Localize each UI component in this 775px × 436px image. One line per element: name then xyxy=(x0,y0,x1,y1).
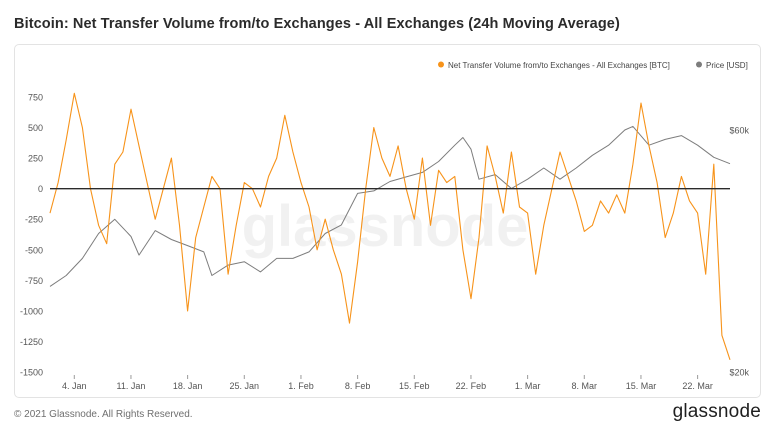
y-tick-label: -750 xyxy=(25,276,43,286)
legend-label-price[interactable]: Price [USD] xyxy=(706,61,748,70)
x-tick-label: 15. Mar xyxy=(626,381,657,391)
chart-title: Bitcoin: Net Transfer Volume from/to Exc… xyxy=(14,16,620,32)
glassnode-logo[interactable]: glassnode xyxy=(672,401,761,422)
y-tick-label: -500 xyxy=(25,245,43,255)
watermark-text: glassnode xyxy=(242,194,529,259)
y-right-tick-label: $20k xyxy=(729,368,749,378)
x-tick-label: 15. Feb xyxy=(399,381,430,391)
legend-dot-net-transfer xyxy=(438,61,444,68)
y-tick-label: -250 xyxy=(25,215,43,225)
x-tick-label: 18. Jan xyxy=(173,381,203,391)
y-tick-label: -1250 xyxy=(20,337,43,347)
copyright-text: © 2021 Glassnode. All Rights Reserved. xyxy=(14,409,193,420)
x-tick-label: 1. Feb xyxy=(288,381,314,391)
legend-label-net-transfer[interactable]: Net Transfer Volume from/to Exchanges - … xyxy=(448,61,670,70)
x-tick-label: 8. Mar xyxy=(572,381,598,391)
chart-panel xyxy=(14,44,761,398)
y-tick-label: 500 xyxy=(28,123,43,133)
x-tick-label: 25. Jan xyxy=(230,381,260,391)
x-tick-label: 22. Feb xyxy=(456,381,487,391)
y-tick-label: 0 xyxy=(38,184,43,194)
y-right-tick-label: $60k xyxy=(729,126,749,136)
x-tick-label: 11. Jan xyxy=(117,381,146,391)
x-tick-label: 1. Mar xyxy=(515,381,541,391)
x-tick-label: 4. Jan xyxy=(62,381,87,391)
price-line[interactable] xyxy=(49,125,731,287)
y-tick-label: -1500 xyxy=(20,368,43,378)
y-tick-label: 250 xyxy=(28,154,43,164)
legend-dot-price xyxy=(696,61,702,68)
y-tick-label: 750 xyxy=(28,93,43,103)
x-tick-label: 8. Feb xyxy=(345,381,371,391)
y-tick-label: -1000 xyxy=(20,306,43,316)
x-tick-label: 22. Mar xyxy=(682,381,713,391)
